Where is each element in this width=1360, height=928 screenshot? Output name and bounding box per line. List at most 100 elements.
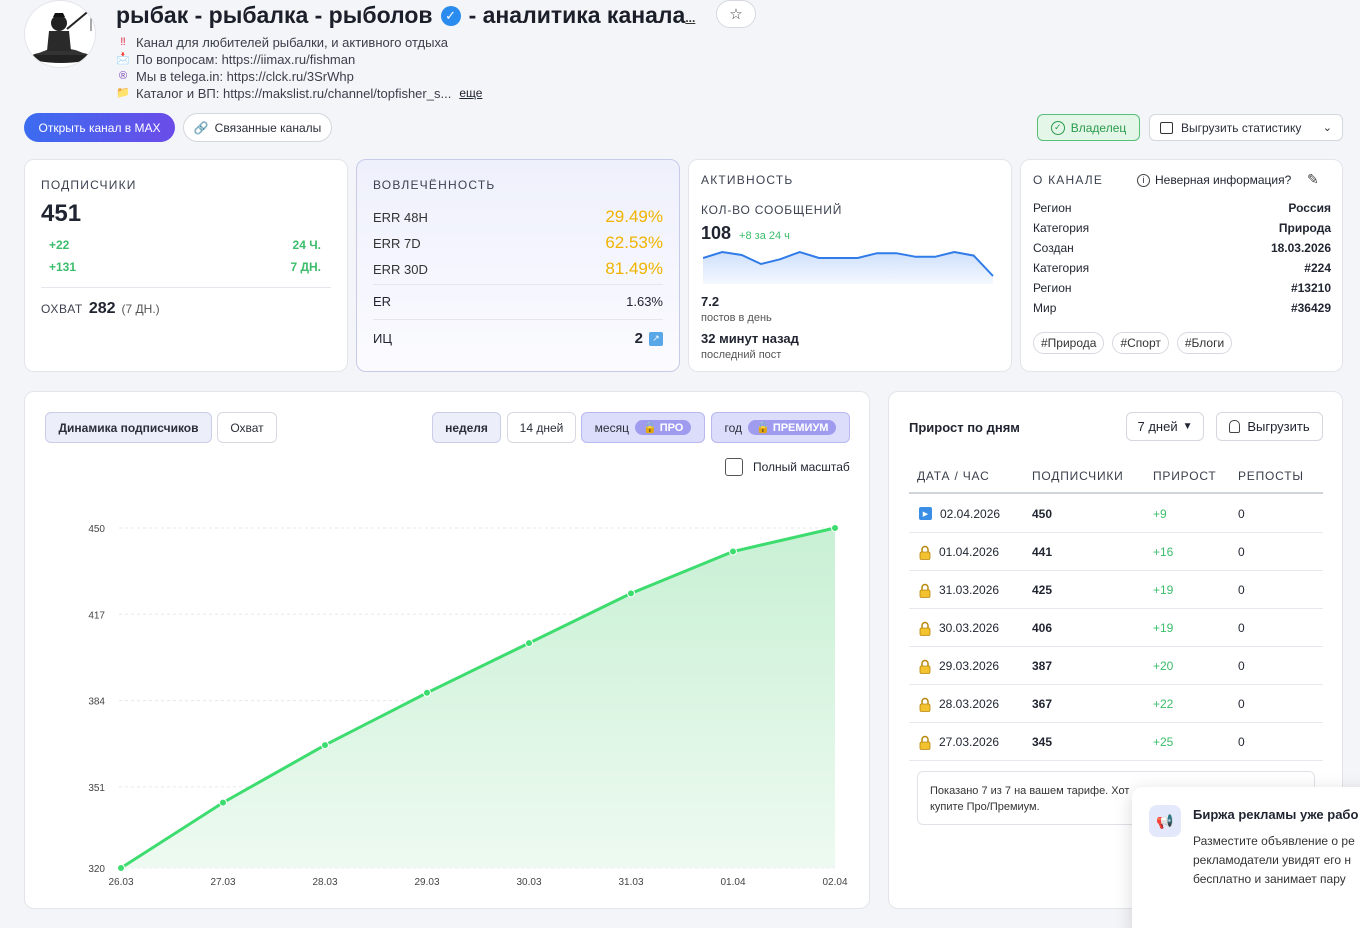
table-row: 30.03.2026 406 +19 0 (909, 609, 1323, 647)
toast-line: рекламодатели увидят его н (1193, 853, 1351, 867)
reach-line: ОХВАТ 282 (7 ДН.) (41, 300, 160, 318)
lock-icon[interactable] (919, 697, 931, 712)
er-value: 1.63% (626, 294, 663, 309)
play-icon[interactable]: ▶ (919, 507, 932, 520)
title-more-link[interactable]: ... (685, 11, 696, 25)
desc-line: 📩 По вопросам: https://iimax.ru/fishman (116, 51, 482, 68)
toast-line: Разместите объявление о ре (1193, 834, 1355, 848)
open-channel-button[interactable]: Открыть канал в MAX (24, 113, 175, 142)
about-value: 18.03.2026 (1270, 241, 1331, 255)
cell-growth: +16 (1153, 544, 1174, 559)
y-tick-label: 384 (88, 697, 105, 708)
delta-24h: +22 (49, 238, 70, 252)
x-tick-label: 02.04 (822, 877, 847, 888)
about-card: О КАНАЛЕ i Неверная информация? ✎ Регион… (1020, 159, 1343, 372)
full-scale-toggle[interactable]: Полный масштаб (725, 458, 850, 476)
x-tick-label: 26.03 (108, 877, 133, 888)
tab-reach[interactable]: Охват (217, 412, 277, 443)
lock-icon[interactable] (919, 659, 931, 674)
desc-text: Каталог и ВП: https://makslist.ru/channe… (136, 86, 452, 101)
x-tick-label: 27.03 (210, 877, 235, 888)
table-row: 29.03.2026 387 +20 0 (909, 647, 1323, 685)
pro-badge-label: ПРО (659, 422, 684, 434)
period-year[interactable]: год 🔒 ПРЕМИУМ (711, 412, 850, 443)
x-tick-label: 29.03 (414, 877, 439, 888)
premium-badge: 🔒 ПРЕМИУМ (748, 420, 837, 435)
tariff-note-line: купите Про/Премиум. (930, 801, 1040, 813)
chevron-down-icon: ⌄ (1322, 122, 1332, 134)
external-link-icon[interactable]: ↗ (649, 331, 663, 346)
err-name: ERR 48H (373, 209, 428, 225)
exclamation-icon: ‼ (120, 36, 126, 48)
period-14-days[interactable]: 14 дней (507, 412, 576, 443)
tab-subscriber-dynamics[interactable]: Динамика подписчиков (45, 412, 212, 443)
pro-badge: 🔒 ПРО (634, 420, 692, 435)
period-month[interactable]: месяц 🔒 ПРО (581, 412, 705, 443)
cell-reposts: 0 (1238, 620, 1245, 635)
linked-channels-button[interactable]: 🔗 Связанные каналы (183, 113, 332, 142)
err-row: ERR 48H 29.49% (373, 204, 663, 230)
sparkline-line (703, 250, 994, 277)
about-row: Создан 18.03.2026 (1033, 238, 1331, 258)
lock-icon[interactable] (919, 621, 931, 636)
owner-label: Владелец (1070, 120, 1127, 135)
data-point (423, 688, 431, 697)
about-rows: Регион Россия Категория Природа Создан 18.0… (1033, 198, 1331, 318)
wrong-info-link[interactable]: i Неверная информация? (1137, 173, 1291, 187)
toast-body: Разместите объявление о ре рекламодатели… (1193, 832, 1355, 889)
divider (373, 284, 663, 285)
cell-date: 28.03.2026 (909, 697, 1032, 712)
cell-growth: +19 (1153, 582, 1174, 597)
desc-line: 📁 Каталог и ВП: https://makslist.ru/chann… (116, 85, 482, 102)
lock-icon[interactable] (919, 583, 931, 598)
about-key: Регион (1033, 201, 1072, 215)
lock-icon (1229, 420, 1241, 433)
megaphone-icon: 📢 (1149, 805, 1181, 837)
ic-value: 2 (634, 330, 643, 347)
desc-text: По вопросам: https://iimax.ru/fishman (136, 52, 356, 67)
tag-chip[interactable]: #Блоги (1176, 332, 1233, 354)
activity-label: АКТИВНОСТЬ (701, 173, 794, 187)
last-post: 32 минут назад (701, 331, 799, 346)
edit-icon[interactable]: ✎ (1307, 171, 1319, 187)
data-point (321, 741, 329, 750)
engagement-label: ВОВЛЕЧЁННОСТЬ (373, 178, 496, 192)
subscribers-count: 451 (41, 200, 82, 227)
growth-period-select[interactable]: 7 дней ▼ (1126, 412, 1204, 441)
tag-chip[interactable]: #Спорт (1112, 332, 1169, 354)
date-text: 27.03.2026 (939, 734, 1000, 749)
show-more-link[interactable]: еще (459, 86, 483, 100)
cell-subscribers: 441 (1032, 544, 1053, 559)
date-text: 01.04.2026 (939, 544, 1000, 559)
cell-reposts: 0 (1238, 658, 1245, 673)
channel-description: ‼ Канал для любителей рыбалки, и активног… (116, 34, 482, 102)
table-row: 28.03.2026 367 +22 0 (909, 685, 1323, 723)
about-value: Природа (1278, 221, 1331, 235)
desc-line: ® Мы в telega.in: https://clck.ru/3SrWhp (116, 68, 482, 85)
cell-subscribers: 387 (1032, 658, 1053, 673)
owner-button[interactable]: ✓ Владелец (1037, 114, 1140, 141)
err-name: ERR 30D (373, 261, 428, 277)
tag-chip[interactable]: #Природа (1033, 332, 1105, 354)
desc-text: Мы в telega.in: https://clck.ru/3SrWhp (136, 69, 354, 84)
growth-period-value: 7 дней (1137, 419, 1178, 434)
cell-subscribers: 450 (1032, 506, 1053, 521)
ad-exchange-toast[interactable]: 📢 Биржа рекламы уже рабо Разместите объя… (1132, 787, 1360, 928)
growth-export-button[interactable]: Выгрузить (1216, 412, 1323, 441)
about-key: Создан (1033, 241, 1074, 255)
period-week[interactable]: неделя (432, 412, 501, 443)
ic-label: ИЦ (373, 331, 392, 346)
export-stats-dropdown[interactable]: Выгрузить статистику ⌄ (1149, 114, 1343, 141)
toast-title: Биржа рекламы уже рабо (1193, 807, 1359, 822)
favorite-star-icon[interactable]: ☆ (716, 0, 756, 28)
toast-line: бесплатно и занимает пару (1193, 872, 1346, 886)
activity-sparkline (703, 250, 994, 284)
folder-icon: 📁 (116, 87, 130, 99)
checkbox[interactable] (725, 458, 743, 476)
lock-icon: 🔒 (756, 422, 770, 434)
lock-icon[interactable] (919, 545, 931, 560)
lock-icon[interactable] (919, 735, 931, 750)
data-point (627, 589, 635, 598)
reach-value: 282 (88, 300, 116, 317)
messages-delta: +8 за 24 ч (739, 230, 790, 242)
